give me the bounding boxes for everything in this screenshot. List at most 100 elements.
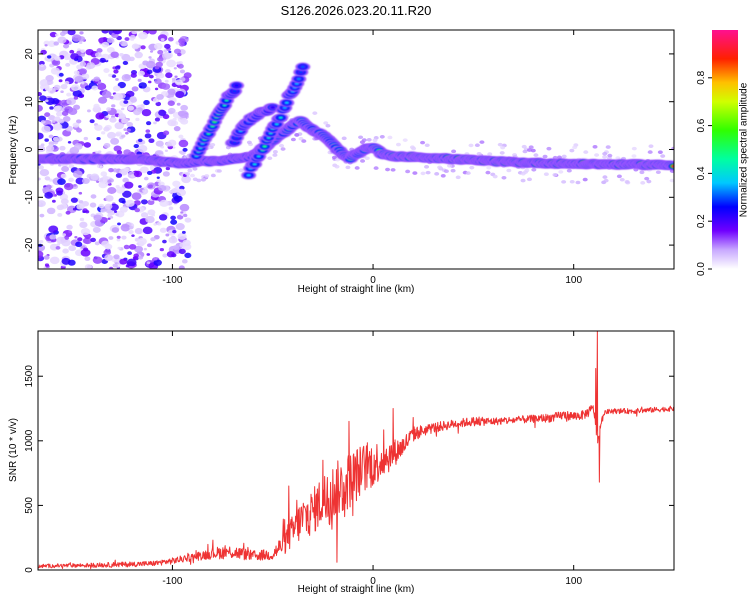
spectrogram-noise-cell <box>474 143 480 148</box>
spectrogram-ridge-cell <box>278 116 284 120</box>
spectrogram-noise-cell <box>603 178 609 183</box>
spectrogram-noise-cell <box>159 199 169 207</box>
spectrogram-noise-cell <box>48 115 56 121</box>
spectrogram-noise-cell <box>556 155 562 160</box>
spectrogram-noise-cell <box>521 144 527 149</box>
spectrogram-noise-cell <box>172 180 181 187</box>
spectrogram-noise-cell <box>167 37 174 42</box>
spectrogram-noise-cell <box>450 168 456 173</box>
spectrogram-noise-cell <box>147 209 156 216</box>
spectrogram-noise-cell <box>118 112 126 119</box>
spectrogram-noise-cell <box>106 107 112 112</box>
spectrogram-noise-cell <box>420 140 426 145</box>
spectrogram-noise-cell <box>561 180 567 184</box>
spectrogram-noise-cell <box>157 34 168 42</box>
spectrogram-noise-cell <box>272 150 278 154</box>
spectrogram-noise-cell <box>174 75 178 78</box>
spectrogram-noise-cell <box>80 249 91 257</box>
spectrogram-noise-cell <box>155 101 162 107</box>
spectrogram-ridge-cell <box>246 173 252 177</box>
spectrogram-noise-cell <box>97 81 102 84</box>
spectrogram-noise-cell <box>128 244 137 250</box>
spectrogram-noise-cell <box>120 224 131 232</box>
spectrogram-noise-cell <box>135 51 143 58</box>
spectrogram-noise-cell <box>210 143 216 147</box>
spectrogram-noise-cell <box>136 151 142 156</box>
spectrogram-noise-cell <box>126 121 134 127</box>
spectrogram-noise-cell <box>334 164 340 169</box>
spectrogram-noise-cell <box>76 119 82 124</box>
spectrogram-noise-cell <box>61 165 70 173</box>
spectrogram-noise-cell <box>73 143 83 150</box>
spectrogram-noise-cell <box>385 167 391 172</box>
spectrogram-noise-cell <box>40 63 45 68</box>
colorbar-tick-label: 0.2 <box>696 214 707 228</box>
spectrogram-y-tick-label: -10 <box>24 190 35 205</box>
spectrogram-noise-cell <box>138 82 147 89</box>
spectrogram-noise-cell <box>117 81 126 89</box>
spectrogram-noise-cell <box>128 229 134 235</box>
spectrogram-noise-cell <box>117 246 122 250</box>
snr-plot-area <box>38 331 674 570</box>
spectrogram-noise-cell <box>121 73 132 82</box>
spectrogram-noise-cell <box>640 181 646 185</box>
spectrogram-noise-cell <box>75 177 85 185</box>
spectrogram-ridge-cell <box>256 155 262 158</box>
spectrogram-noise-cell <box>112 263 118 268</box>
spectrogram-noise-cell <box>409 145 415 150</box>
spectrogram-noise-cell <box>56 204 64 211</box>
spectrogram-noise-cell <box>43 255 50 260</box>
spectrogram-noise-cell <box>184 252 192 259</box>
spectrogram-noise-cell <box>526 177 532 182</box>
spectrogram-noise-cell <box>476 151 482 156</box>
spectrogram-x-axis-label: Height of straight line (km) <box>298 284 415 295</box>
spectrogram-noise-cell <box>98 203 105 209</box>
spectrogram-ridge-cell <box>284 101 290 105</box>
spectrogram-noise-cell <box>171 77 176 81</box>
spectrogram-noise-cell <box>78 191 83 195</box>
spectrogram-noise-cell <box>84 264 93 269</box>
spectrogram-noise-cell <box>53 116 61 122</box>
spectrogram-noise-cell <box>633 167 639 172</box>
spectrogram-noise-cell <box>162 253 168 258</box>
spectrogram-noise-cell <box>533 153 539 157</box>
spectrogram-noise-cell <box>156 94 164 100</box>
spectrogram-noise-cell <box>148 30 157 35</box>
spectrogram-noise-cell <box>96 48 103 53</box>
spectrogram-noise-cell <box>109 216 114 219</box>
spectrogram-noise-cell <box>176 102 181 106</box>
spectrogram-noise-cell <box>123 167 129 172</box>
spectrogram-noise-cell <box>379 134 385 139</box>
spectrogram-noise-cell <box>94 124 103 131</box>
spectrogram-noise-cell <box>111 104 116 108</box>
spectrogram-ridge-cell <box>671 164 674 168</box>
spectrogram-noise-cell <box>163 49 168 53</box>
spectrogram-noise-cell <box>134 227 143 235</box>
spectrogram-noise-cell <box>572 145 578 150</box>
spectrogram-noise-cell <box>79 221 88 229</box>
spectrogram-noise-cell <box>46 207 56 215</box>
spectrogram-noise-cell <box>499 151 505 155</box>
spectrogram-noise-cell <box>631 146 637 151</box>
spectrogram-noise-cell <box>424 165 430 169</box>
spectrogram-noise-cell <box>451 149 457 154</box>
spectrogram-noise-cell <box>615 156 621 160</box>
spectrogram-noise-cell <box>583 150 589 154</box>
spectrogram-noise-cell <box>79 41 83 45</box>
spectrogram-noise-cell <box>569 179 575 184</box>
spectrogram-noise-cell <box>101 131 106 135</box>
spectrogram-noise-cell <box>531 167 537 172</box>
spectrogram-noise-cell <box>113 254 120 260</box>
spectrogram-noise-cell <box>366 138 372 142</box>
spectrogram-noise-cell <box>79 68 88 75</box>
spectrogram-noise-cell <box>61 257 71 265</box>
spectrogram-noise-cell <box>372 138 378 143</box>
spectrogram-noise-cell <box>176 61 181 65</box>
spectrogram-noise-cell <box>45 145 55 152</box>
spectrogram-noise-cell <box>162 171 170 177</box>
spectrogram-noise-cell <box>121 117 129 124</box>
spectrogram-noise-cell <box>70 197 78 203</box>
spectrogram-noise-cell <box>619 177 625 182</box>
spectrogram-noise-cell <box>113 93 123 101</box>
spectrogram-noise-cell <box>373 166 379 170</box>
